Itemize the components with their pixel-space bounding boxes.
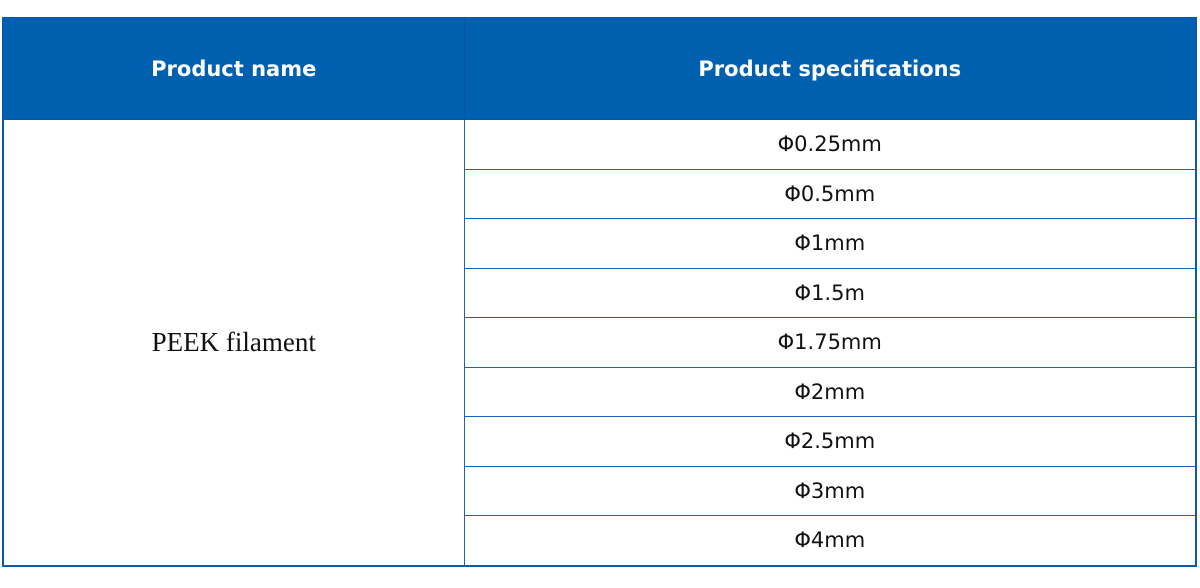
table-row: Φ4mm [3, 515, 1197, 566]
product-spec-table: Product name Product specifications PEEK… [2, 17, 1197, 567]
specification-cell: Φ2.5mm [463, 416, 1197, 467]
header-product-name: Product name [2, 17, 465, 120]
product-name-cell: PEEK filament [2, 119, 465, 566]
specification-cell: Φ3mm [463, 465, 1197, 516]
specification-cell: Φ1.75mm [463, 317, 1197, 368]
table-row: Φ1.5m [3, 267, 1197, 318]
table-row: Φ0.5mm [3, 168, 1197, 219]
specification-cell: Φ4mm [463, 515, 1197, 566]
specification-cell: Φ0.5mm [463, 168, 1197, 219]
specification-cell: Φ2mm [463, 366, 1197, 417]
header-row: Product name Product specifications [2, 17, 1197, 120]
table-row: Φ1mm [3, 218, 1197, 269]
specification-cell: Φ1mm [463, 218, 1197, 269]
table-row: Φ2.5mm [3, 416, 1197, 467]
header-product-specifications: Product specifications [463, 17, 1197, 120]
specification-cell: Φ1.5m [463, 267, 1197, 318]
table-row: PEEK filament Φ0.25mm [2, 119, 1197, 566]
specification-cell: Φ0.25mm [463, 119, 1197, 170]
